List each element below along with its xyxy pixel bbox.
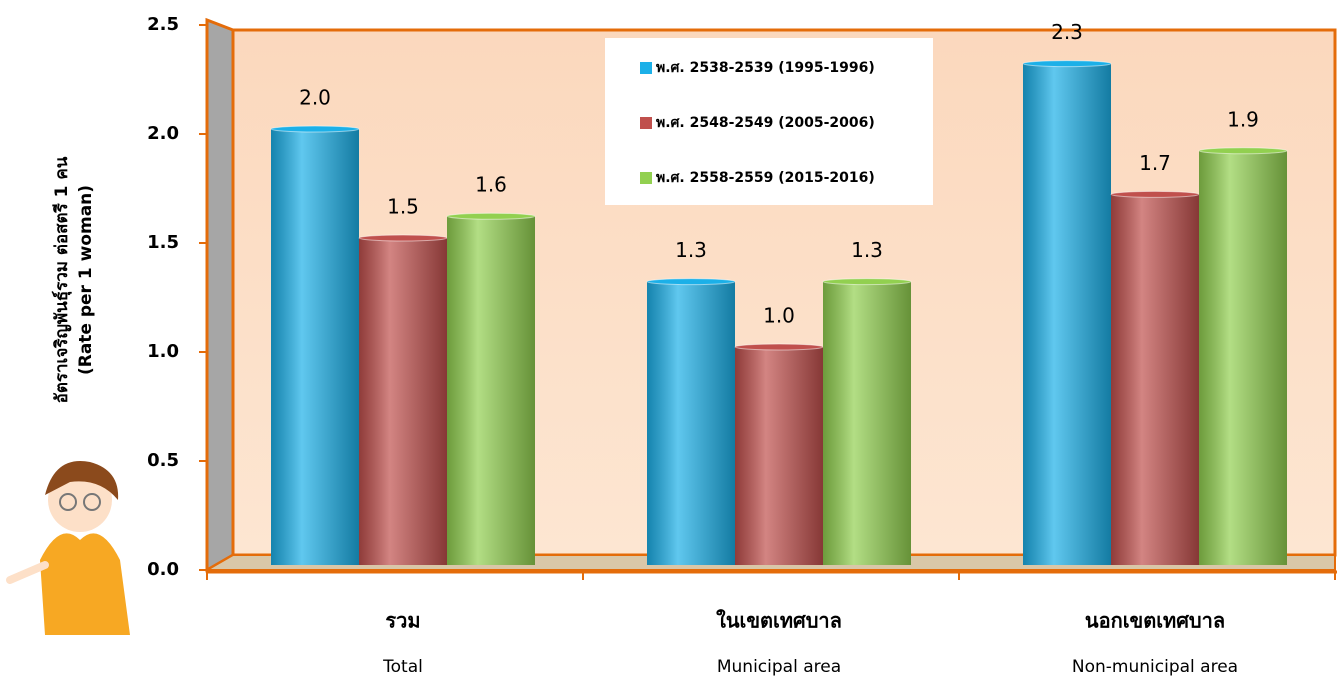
y-tick-label: 0.0 (147, 559, 179, 580)
bar-top (822, 278, 912, 286)
x-tick-label: นอกเขตเทศบาล (1085, 609, 1225, 633)
value-label: 1.3 (675, 238, 707, 262)
y-tick-label: 2.5 (147, 14, 179, 35)
value-label: 1.0 (763, 304, 795, 328)
legend (605, 38, 933, 205)
y-title: อัตราเจริญพันธุ์รวม ต่อสตรี 1 คน (Rate p… (51, 156, 96, 403)
x-tick-label: ในเขตเทศบาล (716, 609, 842, 633)
value-label: 1.6 (475, 173, 507, 197)
bar-shade (1199, 150, 1287, 566)
bar-top (1110, 190, 1200, 198)
legend-label: พ.ศ. 2558-2559 (2015-2016) (656, 170, 875, 186)
mascot (6, 460, 130, 635)
bar-top (1022, 60, 1112, 68)
bar-top (446, 212, 536, 220)
x-tick-label-en: Municipal area (717, 657, 841, 677)
y-tick-label: 2.0 (147, 123, 179, 144)
bar-top (734, 343, 824, 351)
side-wall (205, 17, 235, 573)
bar-shade (359, 238, 447, 565)
y-tick-label: 1.0 (147, 341, 179, 362)
value-label: 1.3 (851, 238, 883, 262)
legend-swatch (640, 117, 652, 129)
value-label: 2.3 (1051, 20, 1083, 44)
x-tick-label-en: Total (382, 657, 423, 677)
bar-shade (823, 281, 911, 565)
value-label: 1.5 (387, 195, 419, 219)
bar-shade (735, 347, 823, 565)
bar-top (358, 234, 448, 242)
x-tick-label-en: Non-municipal area (1072, 657, 1238, 677)
bar-shade (1023, 63, 1111, 565)
value-label: 1.9 (1227, 107, 1259, 131)
bar-top (1198, 147, 1288, 155)
legend-swatch (640, 172, 652, 184)
legend-label: พ.ศ. 2538-2539 (1995-1996) (656, 60, 875, 76)
x-tick-label: รวม (385, 609, 420, 633)
y-tick-label: 0.5 (147, 450, 179, 471)
legend-swatch (640, 62, 652, 74)
y-title-line: (Rate per 1 woman) (76, 185, 96, 375)
y-tick-label: 1.5 (147, 232, 179, 253)
bar-shade (447, 216, 535, 565)
bar-shade (271, 129, 359, 565)
bar-top (646, 278, 736, 286)
value-label: 2.0 (299, 86, 331, 110)
bar-shade (1111, 194, 1199, 565)
y-title-line: อัตราเจริญพันธุ์รวม ต่อสตรี 1 คน (51, 156, 72, 403)
legend-label: พ.ศ. 2548-2549 (2005-2006) (656, 115, 875, 131)
bar-top (270, 125, 360, 133)
value-label: 1.7 (1139, 151, 1171, 175)
bar-shade (647, 281, 735, 565)
